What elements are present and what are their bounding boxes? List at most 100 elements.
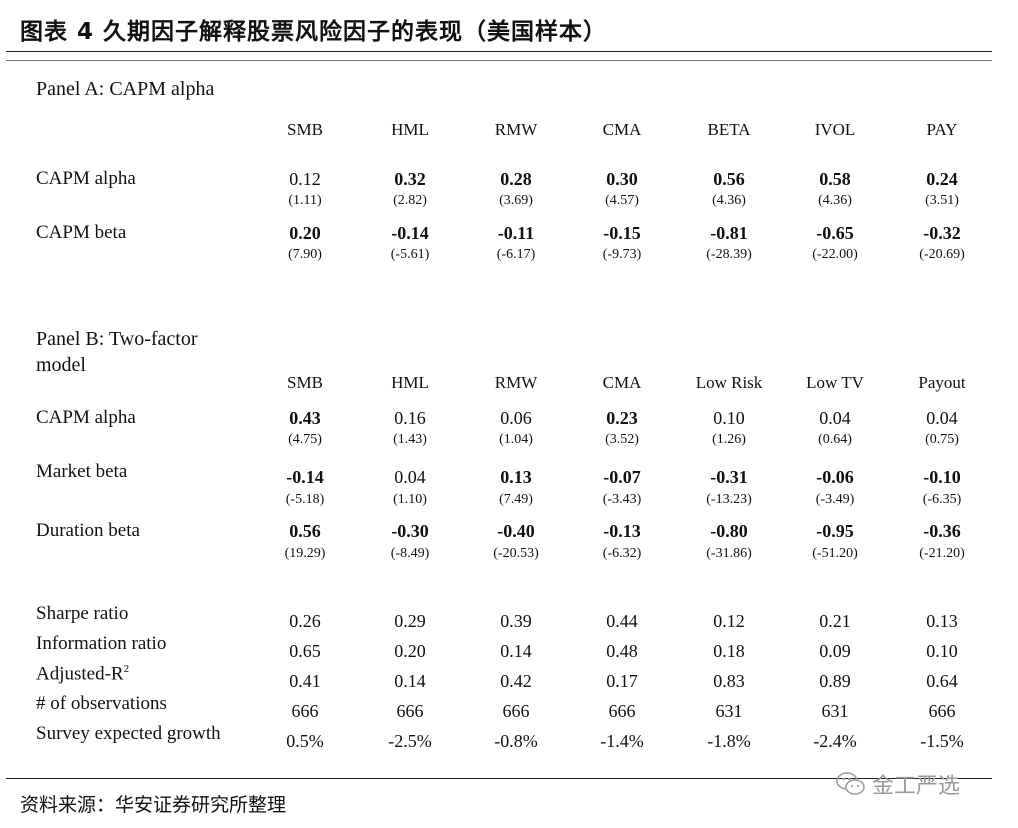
panel-b-cell-tstat: (-13.23)	[706, 492, 752, 507]
panel-a-cell-value: -0.65	[816, 223, 854, 243]
panel-b-cell-tstat: (-20.53)	[493, 546, 539, 561]
panel-b-header-1: HML	[391, 373, 429, 392]
stat-label-text: Adjusted-R	[36, 663, 124, 685]
panel-a-cell-value: 0.28	[500, 169, 532, 189]
panel-a-cell-value: -0.32	[923, 223, 961, 243]
stat-label-text: Sharpe ratio	[36, 603, 129, 624]
panel-b-cell-tstat: (0.75)	[925, 432, 959, 447]
stat-cell-value: 0.39	[500, 611, 532, 631]
stat-cell-value: 0.21	[819, 611, 851, 631]
panel-a-title: Panel A: CAPM alpha	[36, 78, 215, 100]
panel-b-cell-value: -0.06	[816, 467, 854, 487]
stat-cell-value: 0.42	[500, 671, 532, 691]
panel-b-header-6: Payout	[918, 373, 966, 392]
stat-cell-value: 0.41	[289, 671, 321, 691]
stat-cell-value: 0.18	[713, 641, 745, 661]
stat-cell-value: -1.4%	[600, 731, 644, 751]
bottom-rule	[6, 778, 992, 779]
panel-b-cell-tstat: (-21.20)	[919, 546, 965, 561]
panel-b-cell-tstat: (-3.43)	[602, 492, 642, 507]
stat-cell-value: 0.64	[926, 671, 958, 691]
panel-b-cell-tstat: (-8.49)	[390, 546, 430, 561]
panel-a-cell-tstat: (4.57)	[605, 193, 639, 208]
panel-a-cell-tstat: (-5.61)	[390, 247, 430, 262]
panel-b-cell-tstat: (7.49)	[499, 492, 533, 507]
panel-a-header-4: BETA	[707, 120, 751, 139]
stat-cell-value: 666	[502, 701, 530, 721]
panel-b-cell-value: -0.14	[286, 467, 324, 487]
stat-label-superscript: 2	[123, 663, 130, 675]
panel-a-cell-tstat: (-22.00)	[812, 247, 858, 262]
panel-a-cell-tstat: (-28.39)	[706, 247, 752, 262]
panel-b-cell-value: -0.07	[603, 467, 641, 487]
panel-b-cell-value: 0.13	[500, 467, 532, 487]
panel-a-header-1: HML	[391, 120, 429, 139]
stat-cell-value: 0.29	[394, 611, 426, 631]
stat-cell-value: -2.5%	[388, 731, 432, 751]
panel-b-cell-value: 0.56	[289, 521, 321, 541]
panel-a-cell-value: -0.11	[497, 223, 535, 243]
panel-a-cell-tstat: (-6.17)	[496, 247, 536, 262]
stat-cell-value: 0.5%	[286, 731, 324, 751]
panel-b-cell-value: -0.40	[497, 521, 535, 541]
stat-cell-value: 0.13	[926, 611, 958, 631]
panel-b-cell-tstat: (-31.86)	[706, 546, 752, 561]
stat-cell-value: -1.5%	[920, 731, 964, 751]
panel-a-cell-value: 0.24	[926, 169, 958, 189]
panel-b-cell-tstat: (1.10)	[393, 492, 427, 507]
panel-b-cell-tstat: (-6.32)	[602, 546, 642, 561]
panel-a-cell-value: 0.56	[713, 169, 745, 189]
stat-cell-value: 666	[928, 701, 956, 721]
watermark-text: 金工严选	[872, 774, 961, 799]
panel-a-cell-value: 0.20	[289, 223, 321, 243]
stat-cell-value: 0.17	[606, 671, 638, 691]
panel-a-cell-tstat: (-20.69)	[919, 247, 965, 262]
panel-a-row-label: CAPM alpha	[36, 168, 136, 189]
panel-a-cell-value: -0.81	[710, 223, 748, 243]
stat-cell-value: 0.26	[289, 611, 321, 631]
panel-b-row-label: Market beta	[36, 461, 128, 482]
panel-b-cell-value: 0.16	[394, 408, 426, 428]
panel-b-cell-value: -0.95	[816, 521, 854, 541]
stat-cell-value: 666	[291, 701, 319, 721]
stat-cell-value: 0.10	[926, 641, 958, 661]
panel-b-cell-value: -0.30	[391, 521, 429, 541]
panel-a-cell-value: -0.14	[391, 223, 429, 243]
panel-b-header-5: Low TV	[806, 373, 864, 392]
panel-b-cell-tstat: (19.29)	[284, 546, 326, 561]
stat-cell-value: -2.4%	[813, 731, 857, 751]
panel-a-cell-tstat: (-9.73)	[602, 247, 642, 262]
panel-a-cell-tstat: (3.69)	[499, 193, 533, 208]
panel-b-cell-tstat: (-3.49)	[815, 492, 855, 507]
panel-a-header-0: SMB	[287, 120, 323, 139]
panel-b-cell-tstat: (-51.20)	[812, 546, 858, 561]
panel-b-cell-value: 0.04	[394, 467, 426, 487]
stat-label-text: Information ratio	[36, 633, 167, 654]
panel-a-header-6: PAY	[926, 120, 958, 139]
stat-cell-value: 631	[715, 701, 743, 721]
stat-cell-value: 0.48	[606, 641, 638, 661]
panel-b-cell-tstat: (3.52)	[605, 432, 639, 447]
panel-b-row-label: Duration beta	[36, 520, 140, 541]
panel-b-title: Panel B: Two-factor model	[36, 328, 198, 376]
stat-cell-value: 0.89	[819, 671, 851, 691]
panel-b-header-3: CMA	[602, 373, 642, 392]
panel-a-cell-tstat: (7.90)	[288, 247, 322, 262]
panel-a-header-2: RMW	[494, 120, 538, 139]
panel-b-row-label: CAPM alpha	[36, 407, 136, 428]
panel-a-cell-tstat: (4.36)	[712, 193, 746, 208]
stat-cell-value: 0.14	[500, 641, 532, 661]
panel-b-cell-value: -0.36	[923, 521, 961, 541]
top-rule	[6, 51, 992, 52]
stat-cell-value: 0.65	[289, 641, 321, 661]
stat-cell-value: 0.83	[713, 671, 745, 691]
figure-title: 图表 4 久期因子解释股票风险因子的表现（美国样本）	[20, 19, 608, 45]
stat-row-label: Survey expected growth	[36, 723, 221, 745]
stat-cell-value: 666	[396, 701, 424, 721]
stat-label-text: # of observations	[36, 693, 167, 714]
panel-b-cell-tstat: (4.75)	[288, 432, 322, 447]
panel-b-cell-value: 0.23	[606, 408, 638, 428]
panel-a-header-5: IVOL	[814, 120, 856, 139]
panel-b-header-0: SMB	[287, 373, 323, 392]
panel-a-cell-value: 0.32	[394, 169, 426, 189]
